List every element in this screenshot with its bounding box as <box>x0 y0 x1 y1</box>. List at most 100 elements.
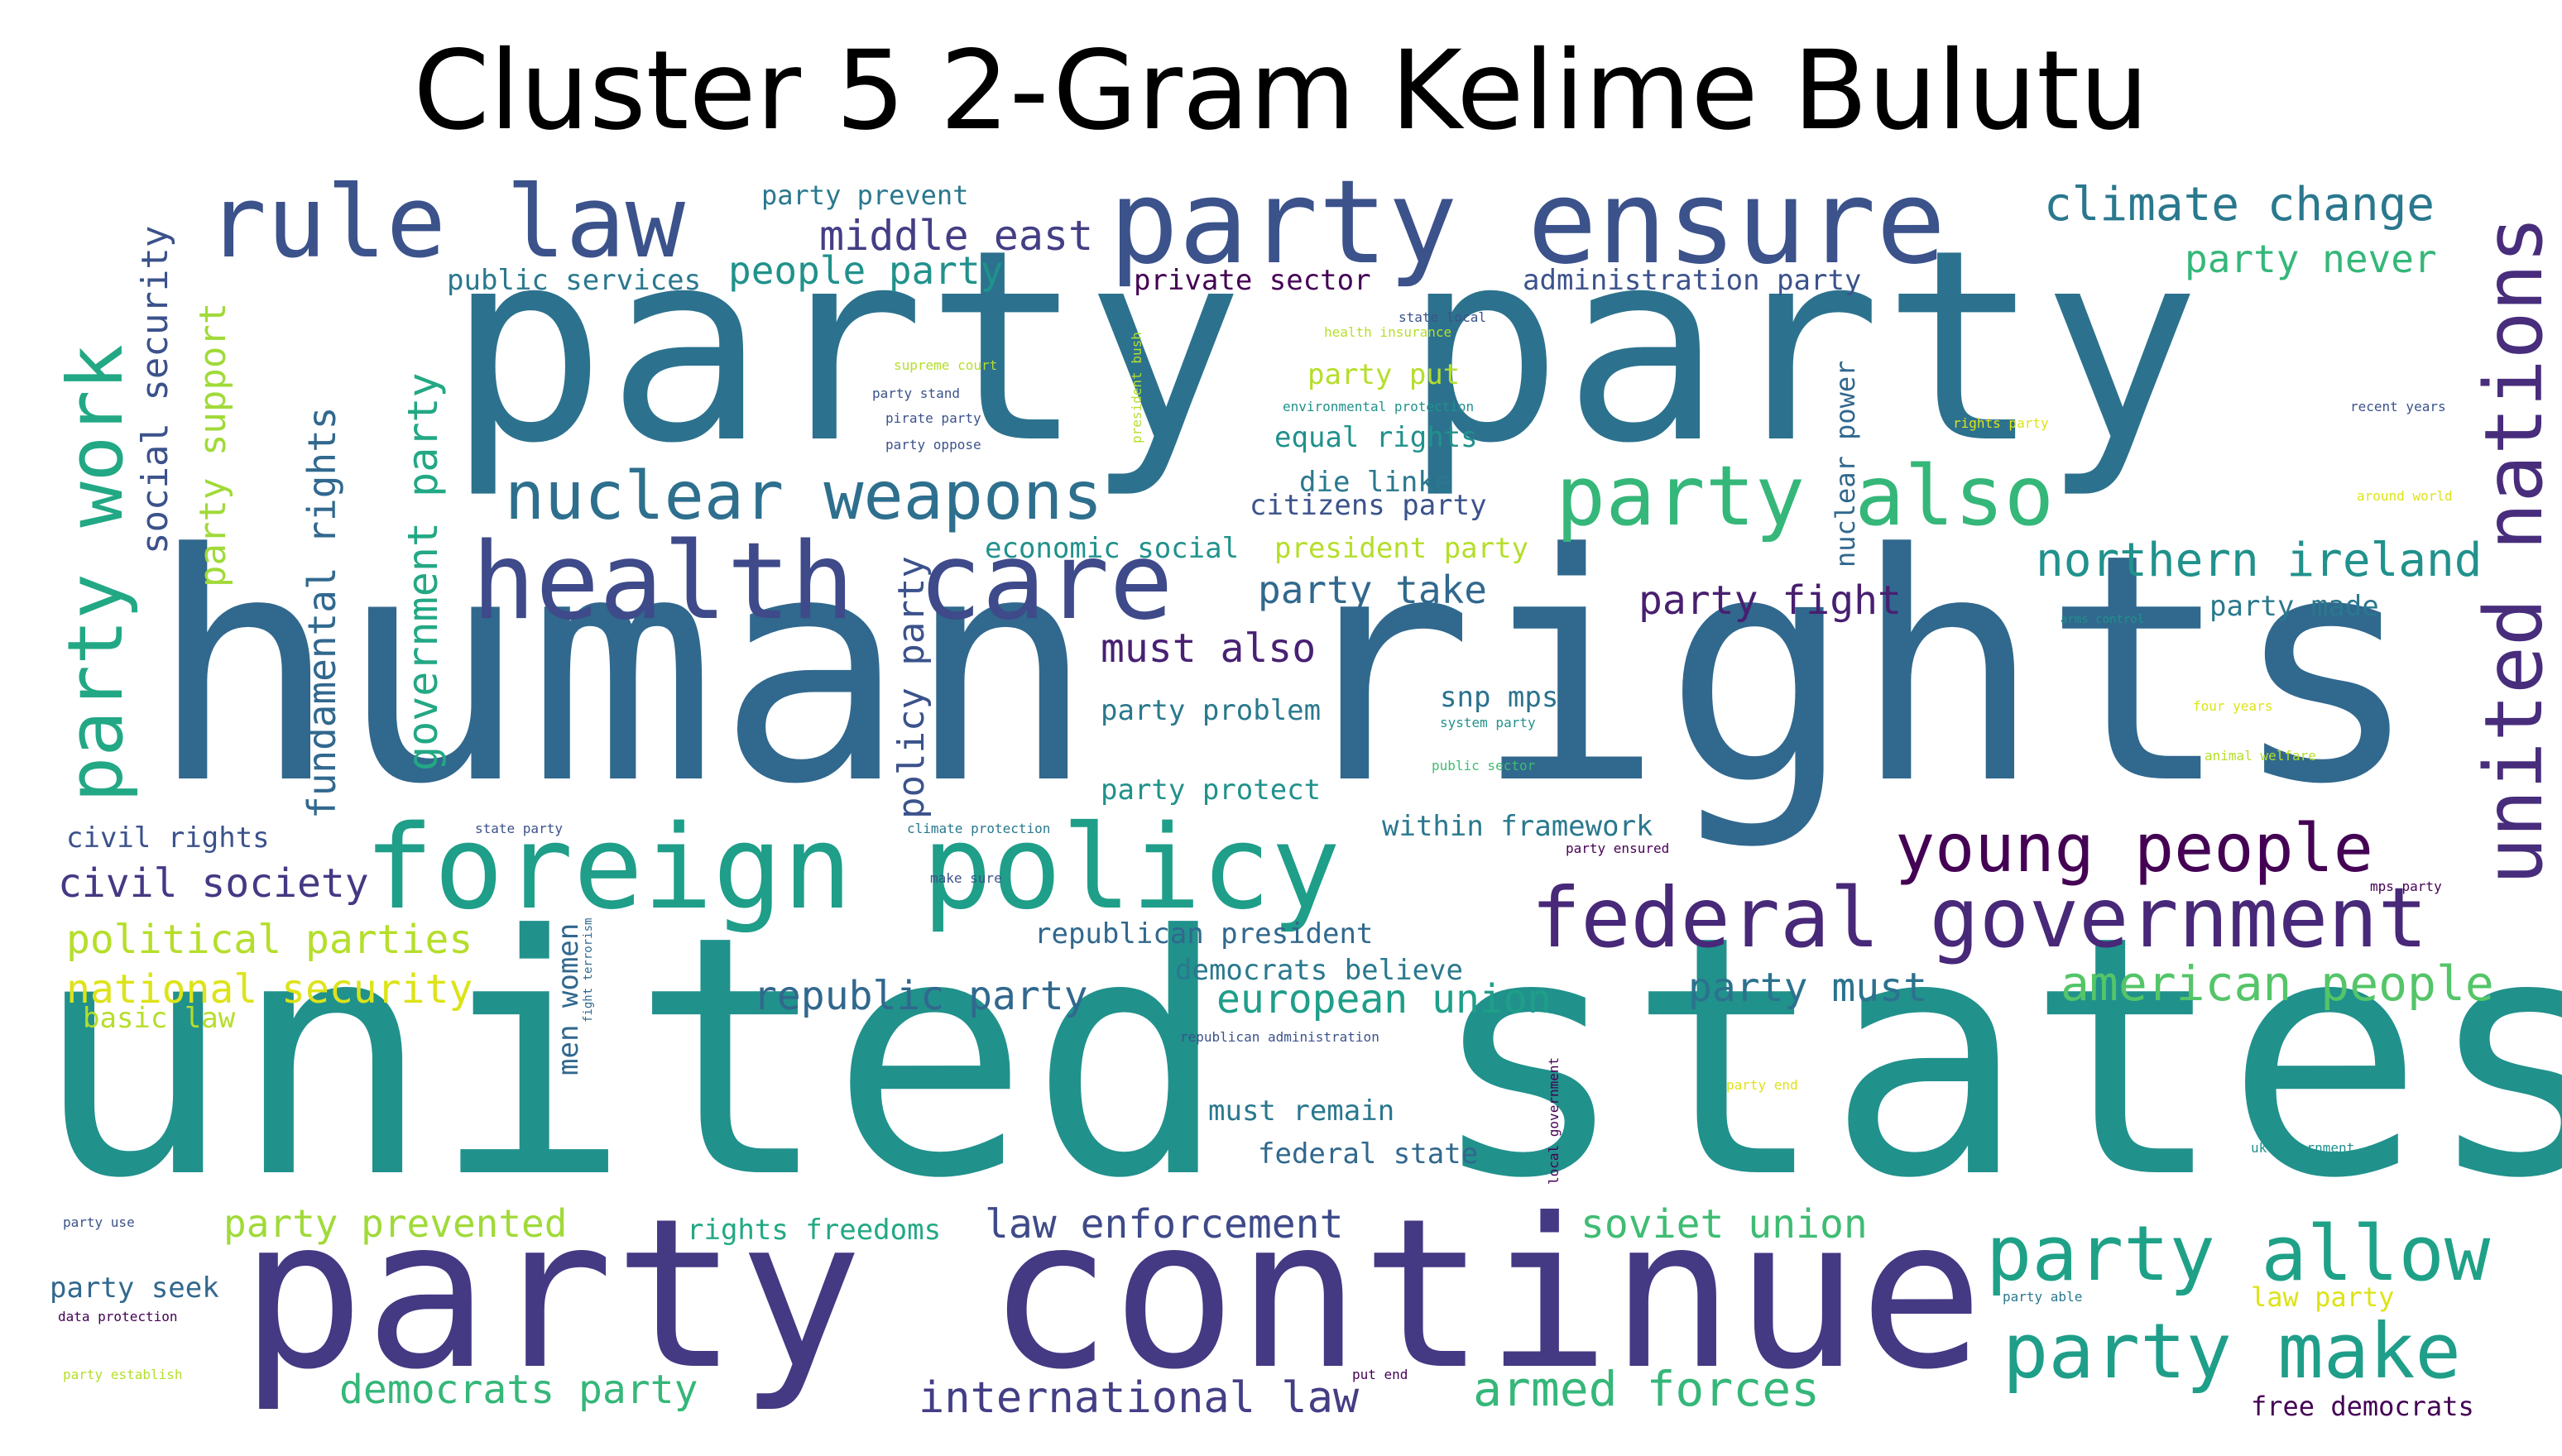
word-supreme-court: supreme court <box>894 357 998 373</box>
word-soviet-union: soviet union <box>1581 1201 1868 1248</box>
word-health-care: health care <box>472 520 1173 644</box>
word-party-protect: party protect <box>1101 774 1322 807</box>
word-nuclear-weapons: nuclear weapons <box>505 457 1103 534</box>
word-american-people: american people <box>2061 956 2494 1012</box>
word-system-party: system party <box>1440 715 1536 730</box>
word-democrats-party: democrats party <box>339 1367 698 1413</box>
word-animal-welfare: animal welfare <box>2205 748 2316 764</box>
word-basic-law: basic law <box>83 1002 236 1035</box>
word-recent-years: recent years <box>2350 399 2446 414</box>
word-four-years: four years <box>2193 698 2273 714</box>
word-party-fight: party fight <box>1638 577 1902 624</box>
word-democrats-believe: democrats believe <box>1175 954 1463 987</box>
word-equal-rights: equal rights <box>1274 421 1478 454</box>
word-president-party: president party <box>1274 532 1529 565</box>
word-party-party: party party <box>447 194 2201 501</box>
word-foreign-policy: foreign policy <box>364 801 1341 936</box>
word-civil-society: civil society <box>58 860 369 907</box>
word-party-allow: party allow <box>1986 1209 2491 1298</box>
word-party-work: party work <box>51 344 140 802</box>
word-party-make: party make <box>2003 1307 2461 1396</box>
word-law-enforcement: law enforcement <box>985 1201 1344 1248</box>
word-republican-president: republican president <box>1034 917 1374 951</box>
word-policy-party: policy party <box>890 556 933 819</box>
word-party-ensured: party ensured <box>1566 841 1670 856</box>
chart-title: Cluster 5 2-Gram Kelime Bulutu <box>413 27 2149 155</box>
word-social-security: social security <box>134 225 176 554</box>
word-make-sure: make sure <box>930 870 1002 886</box>
word-rule-law: rule law <box>207 165 685 280</box>
word-party-seek: party seek <box>50 1272 219 1305</box>
word-pirate-party: pirate party <box>885 410 981 426</box>
word-armed-forces: armed forces <box>1473 1361 1821 1417</box>
word-party-prevented: party prevented <box>223 1201 568 1246</box>
word-fight-terrorism: fight terrorism <box>582 917 595 1023</box>
word-state-party: state party <box>475 821 563 836</box>
word-public-services: public services <box>447 264 702 297</box>
word-party-made: party made <box>2209 590 2379 623</box>
word-uk-government: uk government <box>2251 1140 2355 1156</box>
word-party-must: party must <box>1688 965 1927 1011</box>
word-party-never: party never <box>2185 237 2437 281</box>
word-party-problem: party problem <box>1101 694 1322 727</box>
word-party-also: party also <box>1556 448 2055 544</box>
word-administration-party: administration party <box>1523 264 1862 297</box>
word-public-sector: public sector <box>1432 758 1536 774</box>
word-party-continue: party continue <box>240 1174 1984 1415</box>
word-climate-protection: climate protection <box>907 821 1051 836</box>
word-arms-control: arms control <box>2061 613 2145 626</box>
word-climate-change: climate change <box>2044 178 2435 232</box>
word-middle-east: middle east <box>819 212 1094 260</box>
word-party-support: party support <box>192 302 234 587</box>
word-must-remain: must remain <box>1208 1094 1395 1128</box>
word-men-women: men women <box>552 922 585 1075</box>
word-united-nations: united nations <box>2468 215 2560 885</box>
word-state-local: state local <box>1399 309 1486 325</box>
word-must-also: must also <box>1101 625 1317 672</box>
word-citizens-party: citizens party <box>1250 489 1487 522</box>
word-free-democrats: free democrats <box>2251 1391 2474 1422</box>
word-local-government: local government <box>1546 1056 1562 1185</box>
word-around-world: around world <box>2357 488 2453 504</box>
word-data-protection: data protection <box>58 1309 178 1324</box>
word-united-states: united states <box>33 866 2562 1251</box>
word-president-bush: president bush <box>1129 332 1144 443</box>
word-federal-state: federal state <box>1258 1138 1479 1171</box>
word-private-sector: private sector <box>1134 264 1371 297</box>
word-european-union: european union <box>1216 976 1552 1023</box>
word-snp-mps: snp mps <box>1440 681 1559 714</box>
word-environmental-protection: environmental protection <box>1283 399 1475 414</box>
word-party-able: party able <box>2003 1289 2083 1305</box>
word-republic-party: republic party <box>753 973 1088 1019</box>
word-law-party: law party <box>2251 1281 2395 1313</box>
word-federal-government: federal government <box>1531 869 2428 966</box>
word-party-prevent: party prevent <box>761 180 969 211</box>
word-civil-rights: civil rights <box>66 821 270 855</box>
word-party-establish: party establish <box>63 1367 183 1382</box>
word-die-linke: die linke <box>1299 466 1452 499</box>
word-party-stand: party stand <box>872 386 960 401</box>
word-health-insurance: health insurance <box>1324 324 1452 340</box>
word-party-oppose: party oppose <box>885 437 981 453</box>
word-northern-ireland: northern ireland <box>2036 534 2483 587</box>
word-fundamental-rights: fundamental rights <box>300 406 344 820</box>
word-party-put: party put <box>1307 358 1461 391</box>
word-young-people: young people <box>1895 810 2373 887</box>
word-party-ensure: party ensure <box>1109 156 1946 290</box>
word-national-security: national security <box>66 966 473 1013</box>
word-government-party: government party <box>399 372 447 771</box>
word-within-framework: within framework <box>1382 810 1653 843</box>
word-party-take: party take <box>1258 568 1487 612</box>
word-mps-party: mps party <box>2370 879 2442 894</box>
word-party-use: party use <box>63 1214 135 1230</box>
word-put-end: put end <box>1352 1367 1408 1382</box>
word-republican-administration: republican administration <box>1180 1029 1379 1045</box>
word-nuclear-power: nuclear power <box>1830 360 1861 568</box>
word-economic-social: economic social <box>985 532 1240 565</box>
word-human-rights: human rights <box>149 486 2421 853</box>
word-rights-party: rights party <box>1953 415 2049 431</box>
word-political-parties: political parties <box>66 917 473 963</box>
word-people-party: people party <box>728 248 1004 293</box>
word-international-law: international law <box>919 1373 1360 1423</box>
